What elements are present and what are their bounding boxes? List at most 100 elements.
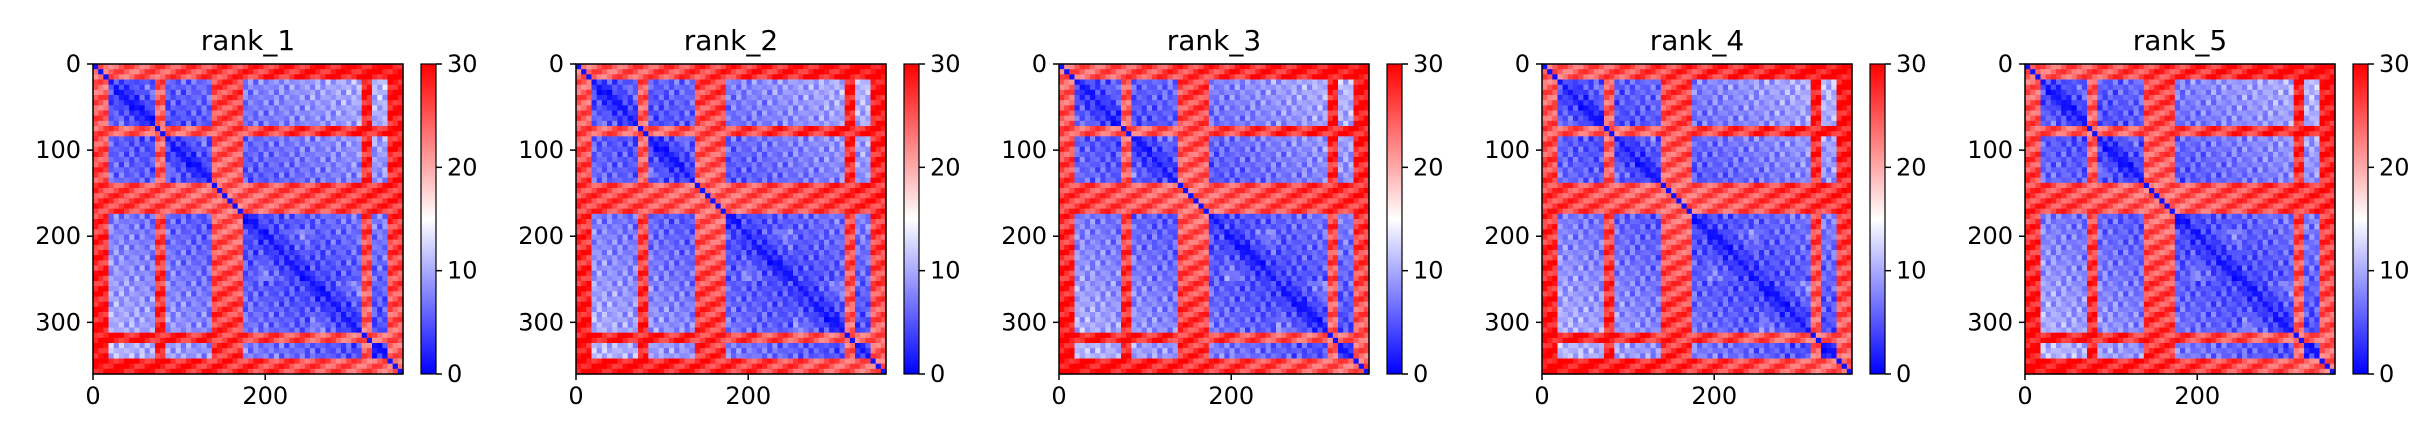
heatmap-cell xyxy=(808,131,815,137)
heatmap-cell xyxy=(798,74,804,81)
heatmap-cell xyxy=(694,136,701,143)
heatmap-cell xyxy=(310,213,316,220)
heatmap-cell xyxy=(366,198,373,205)
heatmap-cell xyxy=(258,337,265,344)
heatmap-cell xyxy=(237,368,244,375)
heatmap-cell xyxy=(263,146,270,153)
heatmap-cell xyxy=(279,306,285,313)
heatmap-cell xyxy=(860,141,866,148)
heatmap-cell xyxy=(310,343,316,349)
heatmap-cell xyxy=(720,100,727,106)
heatmap-cell xyxy=(684,115,691,122)
heatmap-cell xyxy=(242,89,249,96)
heatmap-cell xyxy=(180,172,187,179)
heatmap-cell xyxy=(242,120,249,127)
heatmap-cell xyxy=(103,306,110,313)
heatmap-cell xyxy=(310,115,316,122)
heatmap-cell xyxy=(186,270,192,277)
heatmap-cell xyxy=(320,281,327,287)
heatmap-cell xyxy=(206,172,213,179)
heatmap-cell xyxy=(263,100,270,106)
heatmap-cell xyxy=(232,348,239,354)
heatmap-cell xyxy=(777,141,784,148)
heatmap-cell xyxy=(134,172,141,179)
heatmap-cell xyxy=(612,115,618,122)
heatmap-cell xyxy=(232,188,239,194)
heatmap-cell xyxy=(304,224,311,230)
heatmap-cell xyxy=(700,146,706,153)
heatmap-cell xyxy=(144,84,151,91)
heatmap-cell xyxy=(149,275,156,282)
heatmap-cell xyxy=(576,131,582,137)
heatmap-cell xyxy=(279,337,285,344)
heatmap-cell xyxy=(299,95,306,101)
heatmap-cell xyxy=(124,275,130,282)
heatmap-cell xyxy=(201,193,208,199)
heatmap-cell xyxy=(103,172,110,179)
heatmap-cell xyxy=(108,281,115,287)
heatmap-cell xyxy=(700,136,706,143)
heatmap-cell xyxy=(601,115,608,122)
heatmap-cell xyxy=(165,84,172,91)
heatmap-cell xyxy=(144,69,151,75)
heatmap-cell xyxy=(175,198,182,205)
heatmap-cell xyxy=(392,64,399,70)
heatmap-cell xyxy=(663,79,670,86)
heatmap-cell xyxy=(273,193,280,199)
heatmap-cell xyxy=(279,141,285,148)
heatmap-cell xyxy=(772,120,779,127)
heatmap-cell xyxy=(191,250,197,256)
heatmap-cell xyxy=(103,100,110,106)
heatmap-cell xyxy=(741,74,748,81)
heatmap-cell xyxy=(263,296,270,303)
heatmap-cell xyxy=(372,224,378,230)
heatmap-cell xyxy=(622,157,629,163)
heatmap-cell xyxy=(325,301,332,308)
heatmap-cell xyxy=(217,141,223,148)
heatmap-cell xyxy=(284,275,290,282)
heatmap-cell xyxy=(98,188,104,194)
heatmap-cell xyxy=(149,208,156,215)
heatmap-cell xyxy=(201,368,208,375)
heatmap-cell xyxy=(829,105,835,112)
heatmap-cell xyxy=(366,348,373,354)
heatmap-cell xyxy=(201,286,208,292)
heatmap-cell xyxy=(643,157,649,163)
heatmap-cell xyxy=(335,167,342,174)
heatmap-cell xyxy=(315,260,321,267)
heatmap-cell xyxy=(124,250,130,256)
heatmap-cell xyxy=(880,126,887,132)
heatmap-cell xyxy=(263,363,270,370)
heatmap-cell xyxy=(227,260,234,267)
colorbar-tick-label: 10 xyxy=(447,257,478,285)
heatmap-cell xyxy=(612,89,618,96)
heatmap-cell xyxy=(762,115,768,122)
heatmap-cell xyxy=(320,306,327,313)
heatmap-cell xyxy=(284,95,290,101)
heatmap-cell xyxy=(248,244,254,251)
heatmap-cell xyxy=(705,74,711,81)
heatmap-cell xyxy=(694,69,701,75)
heatmap-cell xyxy=(653,141,660,148)
heatmap-cell xyxy=(720,69,727,75)
heatmap-cell xyxy=(217,260,223,267)
heatmap-cell xyxy=(320,219,327,225)
heatmap-cell xyxy=(767,120,773,127)
heatmap-cell xyxy=(330,306,337,313)
heatmap-cell xyxy=(658,64,665,70)
heatmap-cell xyxy=(663,151,670,158)
heatmap-cell xyxy=(124,322,130,329)
heatmap-cell xyxy=(356,105,363,112)
heatmap-cell xyxy=(679,100,686,106)
heatmap-cell xyxy=(351,64,358,70)
heatmap-cell xyxy=(129,157,135,163)
heatmap-cell xyxy=(222,131,228,137)
heatmap-cell xyxy=(196,120,203,127)
heatmap-cell xyxy=(372,301,378,308)
heatmap-cell xyxy=(263,110,270,117)
heatmap-cell xyxy=(93,296,99,303)
heatmap-cell xyxy=(310,126,316,132)
heatmap-cell xyxy=(118,322,125,329)
heatmap-cell xyxy=(299,281,306,287)
heatmap-cell xyxy=(170,172,177,179)
